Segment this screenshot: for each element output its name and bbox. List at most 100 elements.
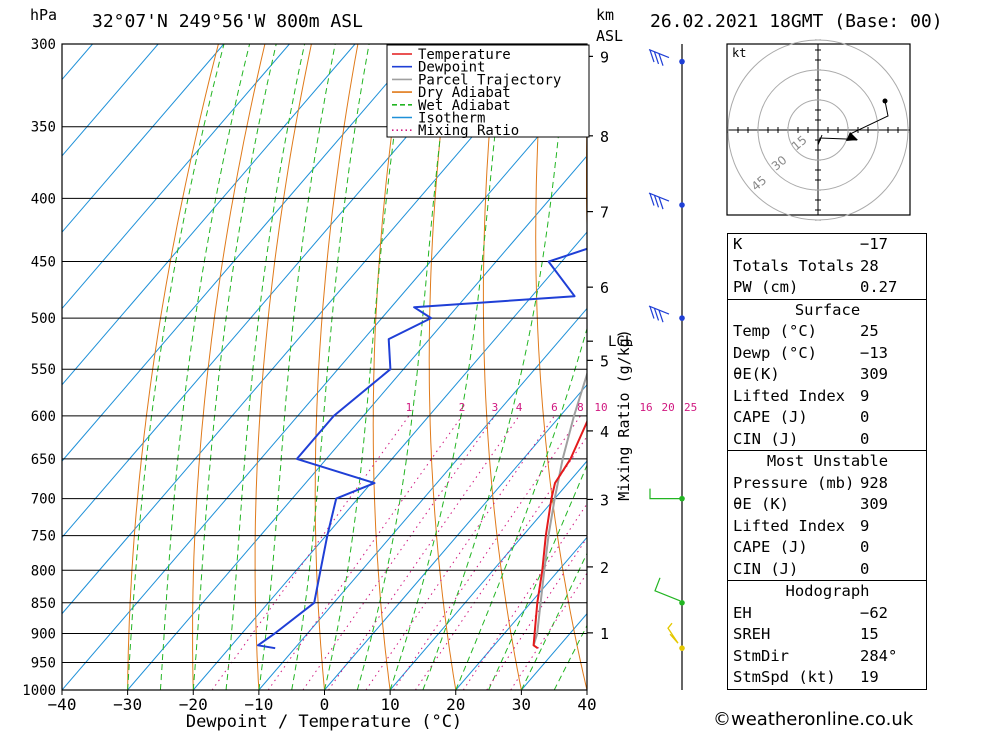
- index-label: Temp (°C): [733, 322, 817, 340]
- pressure-tick-label: 950: [31, 655, 56, 671]
- wet-adiabat-line: [258, 44, 336, 690]
- index-value: 25: [860, 322, 879, 340]
- mixing-ratio-line: [267, 415, 463, 690]
- isotherm-line: [258, 307, 587, 690]
- pressure-tick-label: 750: [31, 529, 56, 545]
- index-value: 28: [860, 256, 879, 275]
- index-row: CIN (J) 0: [728, 429, 926, 451]
- temperature-tick-label: −30: [113, 695, 142, 714]
- isotherm-lines: [62, 44, 587, 690]
- isotherm-line: [62, 78, 587, 690]
- x-axis-label: Dewpoint / Temperature (°C): [186, 712, 462, 732]
- unit-hpa-label: hPa: [30, 6, 57, 24]
- mixing-ratio-line: [365, 415, 555, 690]
- wind-barb-feather: [658, 196, 664, 210]
- mixing-ratio-label: 6: [551, 401, 558, 414]
- surface-indices: Surface Temp (°C) 25 Dewp (°C) −13 θE(K) 309 L…: [727, 298, 927, 451]
- wet-adiabat-line: [356, 44, 453, 690]
- index-label: K: [733, 235, 743, 253]
- dry-adiabat-line: [428, 44, 457, 690]
- indices-panel: K −17 Totals Totals 28 PW (cm) 0.27 Surface T…: [727, 233, 927, 690]
- index-row: Totals Totals 28: [728, 256, 926, 278]
- wind-barb-feather: [653, 308, 660, 321]
- wind-barb-shaft: [648, 49, 670, 59]
- wind-barb-feather: [649, 193, 655, 206]
- index-row: CAPE (J) 0: [728, 537, 926, 559]
- km-tick-label: 6: [600, 279, 609, 297]
- index-label: Pressure (mb): [733, 473, 855, 492]
- pressure-tick-label: 450: [31, 255, 56, 271]
- pressure-tick-label: 650: [31, 452, 56, 468]
- pressure-tick-label: 1000: [22, 683, 56, 699]
- pressure-tick-label: 850: [31, 596, 56, 612]
- wind-barb-shaft: [648, 192, 670, 202]
- index-value: 9: [860, 386, 870, 405]
- isotherm-line: [62, 44, 487, 539]
- index-value: 928: [860, 473, 888, 492]
- mixing-ratio-label: 2: [459, 401, 466, 414]
- index-label: CAPE (J): [733, 538, 808, 556]
- hodograph-ring: [757, 69, 879, 191]
- wind-level-dot: [679, 495, 685, 502]
- wet-adiabat-line: [389, 44, 506, 690]
- temperature-tick-label: 0: [320, 695, 330, 714]
- wind-barb-feather: [649, 49, 655, 63]
- index-row: Lifted Index 9: [728, 516, 926, 538]
- wet-adiabat-line: [159, 44, 251, 690]
- index-row: SREH 15: [728, 624, 926, 646]
- index-row: θE (K) 309: [728, 494, 926, 516]
- index-value: 0: [860, 408, 870, 426]
- isotherm-line: [62, 44, 225, 233]
- temperature-tick-label: 20: [446, 695, 465, 714]
- index-label: CIN (J): [733, 429, 799, 448]
- index-value: 0: [860, 429, 870, 448]
- wind-level-dot: [679, 645, 685, 651]
- mixing-ratio-label: 3: [492, 401, 499, 414]
- index-row: CIN (J) 0: [728, 559, 926, 581]
- legend-entry: Dewpoint: [418, 60, 485, 76]
- km-tick-label: 7: [600, 204, 609, 222]
- km-axis: 1 2 3 4 5 6 7 8 9 LCL: [587, 48, 633, 643]
- dry-adiabat-line: [314, 44, 359, 690]
- index-value: −62: [860, 603, 888, 622]
- unit-km-label: km: [596, 6, 614, 24]
- index-label: StmDir: [733, 646, 789, 665]
- wet-adiabat-line: [127, 44, 225, 690]
- isotherm-line: [455, 536, 587, 690]
- thermo-background: [62, 44, 587, 690]
- unit-asl-label: ASL: [596, 27, 623, 45]
- index-value: 9: [860, 516, 870, 535]
- hodograph-title: Hodograph: [785, 582, 870, 600]
- km-tick-label: 1: [600, 625, 609, 643]
- wind-barb: [649, 488, 680, 500]
- index-label: θE(K): [733, 365, 780, 383]
- index-label: PW (cm): [733, 278, 799, 296]
- index-label: CIN (J): [733, 559, 799, 578]
- credit-link[interactable]: ©weatheronline.co.uk: [713, 709, 914, 730]
- temperature-tick-label: −40: [48, 695, 77, 714]
- isotherm-line: [62, 44, 553, 615]
- mixing-ratio-labels: 1 2 3 4 6 8 10 16 20 25: [406, 401, 698, 414]
- temperature-tick-labels: −40 −30 −20 −10 0 10 20 30 40: [48, 690, 597, 714]
- index-label: Lifted Index: [733, 516, 845, 535]
- dry-adiabat-line: [535, 44, 587, 690]
- index-row: CAPE (J) 0: [728, 407, 926, 429]
- index-row: PW (cm) 0.27: [728, 277, 926, 299]
- wind-level-dot: [679, 599, 685, 606]
- pressure-tick-label: 700: [31, 492, 56, 508]
- pressure-tick-label: 300: [31, 37, 56, 53]
- pressure-tick-label: 800: [31, 563, 56, 579]
- index-value: 309: [860, 365, 888, 383]
- legend-entry: Dry Adiabat: [418, 85, 511, 101]
- index-label: Totals Totals: [733, 256, 855, 275]
- index-label: Lifted Index: [733, 386, 845, 405]
- index-value: 0: [860, 559, 870, 578]
- temperature-tick-label: 40: [577, 695, 596, 714]
- wind-level-dot: [679, 202, 685, 208]
- km-tick-label: 8: [600, 128, 609, 146]
- mixing-ratio-label: 20: [662, 401, 675, 414]
- pressure-tick-label: 550: [31, 362, 56, 378]
